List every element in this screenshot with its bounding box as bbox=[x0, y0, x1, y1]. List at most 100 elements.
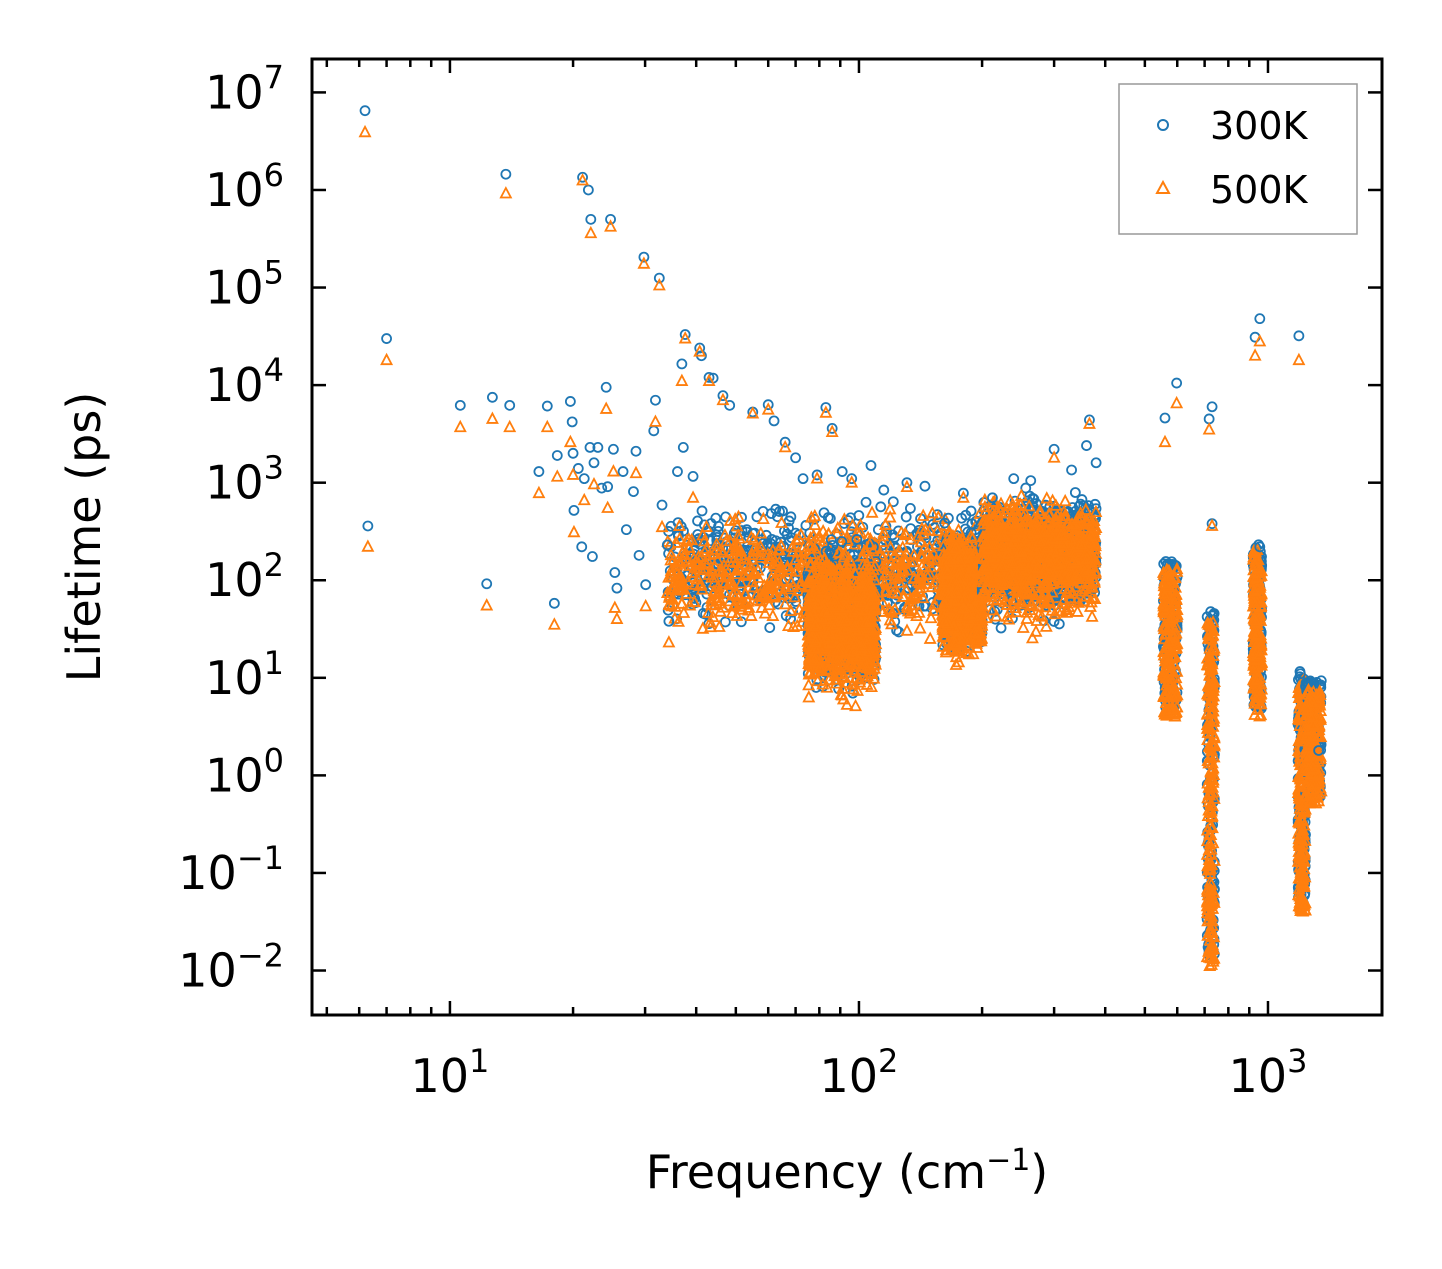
cluster-point-500k bbox=[846, 632, 860, 645]
cluster-point-500k bbox=[732, 531, 746, 544]
cluster-point-300k bbox=[672, 517, 684, 529]
cluster-point-300k bbox=[900, 511, 912, 523]
cluster-point-500k bbox=[923, 523, 937, 536]
cluster-point-500k bbox=[677, 605, 691, 618]
cluster-point-500k bbox=[730, 563, 744, 576]
cluster-point-500k bbox=[820, 680, 834, 693]
cluster-point-500k bbox=[875, 534, 889, 548]
cluster-point-500k bbox=[807, 653, 821, 666]
cluster-point-500k bbox=[1020, 611, 1034, 624]
cluster-point-500k bbox=[822, 653, 835, 666]
cluster-point-500k bbox=[1025, 630, 1039, 644]
cluster-point-500k bbox=[829, 572, 843, 585]
cluster-point-500k bbox=[854, 659, 868, 672]
cluster-point-300k bbox=[931, 509, 943, 521]
cluster-point-500k bbox=[788, 552, 802, 565]
cluster-point-300k bbox=[887, 496, 899, 508]
cluster-point-500k bbox=[899, 582, 913, 596]
cluster-point-500k bbox=[724, 573, 738, 586]
cluster-point-500k bbox=[827, 591, 841, 605]
cluster-point-500k bbox=[784, 603, 798, 616]
cluster-point-500k bbox=[864, 612, 878, 625]
cluster-point-500k bbox=[674, 570, 688, 583]
cluster-point-500k bbox=[852, 623, 866, 636]
cluster-point-500k bbox=[839, 569, 853, 583]
cluster-point-500k bbox=[802, 690, 816, 703]
cluster-point-500k bbox=[729, 544, 743, 557]
cluster-point-300k bbox=[713, 520, 724, 532]
cluster-point-500k bbox=[802, 537, 816, 551]
cluster-point-500k bbox=[901, 604, 915, 617]
cluster-point-500k bbox=[807, 572, 821, 585]
cluster-point-500k bbox=[792, 602, 806, 615]
cluster-point-500k bbox=[907, 589, 921, 602]
cluster-point-500k bbox=[714, 543, 728, 556]
cluster-point-500k bbox=[726, 586, 740, 599]
cluster-point-500k bbox=[839, 599, 853, 613]
cluster-point-300k bbox=[825, 534, 837, 546]
cluster-point-300k bbox=[827, 539, 839, 551]
cluster-point-500k bbox=[755, 600, 769, 613]
cluster-point-500k bbox=[803, 555, 817, 568]
cluster-point-500k bbox=[705, 564, 719, 577]
cluster-point-500k bbox=[775, 515, 789, 528]
cluster-point-500k bbox=[867, 602, 881, 616]
cluster-point-300k bbox=[995, 622, 1007, 634]
cluster-point-500k bbox=[906, 597, 919, 611]
cluster-point-500k bbox=[851, 683, 865, 696]
cluster-point-500k bbox=[869, 636, 883, 650]
cluster-point-500k bbox=[794, 527, 808, 540]
cluster-point-500k bbox=[840, 663, 854, 676]
cluster-point-500k bbox=[916, 508, 930, 521]
cluster-point-500k bbox=[830, 580, 844, 594]
cluster-point-500k bbox=[1002, 612, 1016, 625]
cluster-point-500k bbox=[813, 660, 827, 674]
cluster-point-500k bbox=[860, 632, 874, 645]
cluster-point-500k bbox=[989, 609, 1003, 622]
cluster-point-500k bbox=[758, 606, 772, 619]
cluster-point-500k bbox=[849, 566, 863, 579]
cluster-point-500k bbox=[716, 600, 730, 613]
cluster-point-500k bbox=[915, 549, 929, 562]
cluster-point-500k bbox=[713, 563, 727, 576]
cluster-point-500k bbox=[730, 608, 744, 621]
cluster-point-500k bbox=[756, 587, 770, 600]
cluster-point-500k bbox=[711, 553, 725, 566]
cluster-point-500k bbox=[865, 679, 878, 693]
cluster-point-500k bbox=[786, 544, 800, 557]
cluster-point-500k bbox=[868, 558, 882, 571]
cluster-point-500k bbox=[778, 596, 792, 610]
cluster-point-500k bbox=[836, 582, 850, 595]
cluster-point-500k bbox=[723, 533, 737, 546]
cluster-point-300k bbox=[836, 536, 848, 547]
cluster-point-500k bbox=[731, 509, 745, 522]
cluster-point-500k bbox=[888, 571, 902, 584]
cluster-point-500k bbox=[789, 533, 803, 546]
cluster-point-500k bbox=[832, 545, 846, 558]
cluster-point-500k bbox=[700, 552, 714, 565]
cluster-point-500k bbox=[831, 653, 845, 666]
cluster-point-500k bbox=[828, 668, 842, 682]
cluster-point-500k bbox=[1070, 604, 1084, 617]
cluster-point-500k bbox=[858, 570, 872, 583]
cluster-point-500k bbox=[897, 589, 911, 602]
cluster-point-500k bbox=[929, 536, 943, 550]
cluster-point-500k bbox=[762, 555, 776, 568]
cluster-point-500k bbox=[875, 560, 889, 573]
cluster-point-500k bbox=[754, 526, 768, 539]
cluster-point-500k bbox=[725, 605, 739, 619]
cluster-point-500k bbox=[812, 655, 826, 668]
cluster-point-500k bbox=[927, 603, 941, 616]
cluster-point-500k bbox=[802, 677, 816, 691]
cluster-point-500k bbox=[1016, 620, 1030, 633]
cluster-point-500k bbox=[924, 610, 938, 624]
cluster-point-500k bbox=[773, 560, 787, 574]
cluster-point-300k bbox=[867, 541, 879, 553]
cluster-point-500k bbox=[749, 588, 763, 601]
cluster-point-500k bbox=[876, 549, 890, 563]
cluster-point-500k bbox=[672, 518, 686, 531]
cluster-point-500k bbox=[775, 587, 789, 601]
cluster-point-500k bbox=[696, 528, 710, 541]
cluster-point-500k bbox=[816, 621, 830, 635]
cluster-point-500k bbox=[837, 590, 851, 603]
